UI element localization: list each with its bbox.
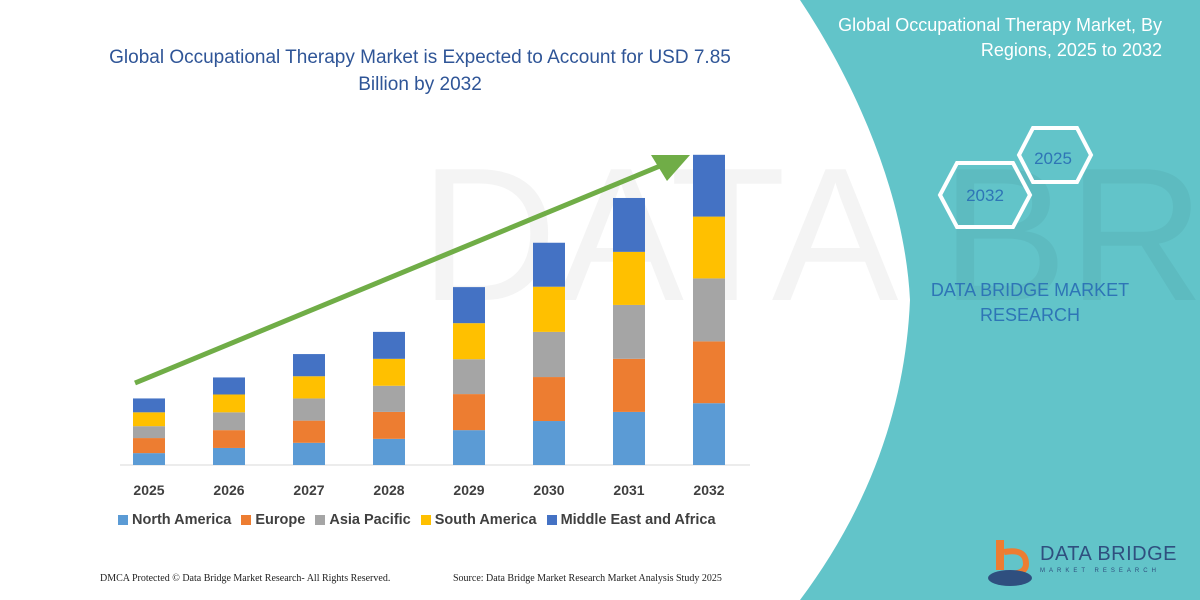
logo-icon bbox=[988, 540, 1032, 586]
legend-label: South America bbox=[434, 512, 537, 528]
hexagon-2032 bbox=[937, 161, 1033, 229]
bar-2032-middle-east-and-africa bbox=[693, 154, 725, 217]
legend-label: Asia Pacific bbox=[329, 512, 411, 528]
x-tick-label: 2032 bbox=[693, 482, 724, 498]
bar-2027-north-america bbox=[293, 442, 325, 465]
bar-2025-south-america bbox=[133, 412, 165, 427]
logo-subtext: MARKET RESEARCH bbox=[1040, 568, 1160, 574]
chart-legend: North America Europe Asia Pacific South Ame… bbox=[118, 512, 716, 528]
trend-arrow-head bbox=[651, 155, 690, 181]
bar-2030-middle-east-and-africa bbox=[533, 242, 565, 287]
bar-2032-north-america bbox=[693, 403, 725, 465]
side-panel-shape bbox=[800, 0, 1200, 600]
bar-2028-middle-east-and-africa bbox=[373, 331, 405, 359]
hex-label-2025: 2025 bbox=[1034, 149, 1072, 168]
legend-swatch bbox=[420, 515, 431, 525]
bar-2028-north-america bbox=[373, 438, 405, 465]
legend-item: Middle East and Africa bbox=[546, 512, 716, 528]
hex-label-2032: 2032 bbox=[966, 186, 1004, 205]
bar-2029-south-america bbox=[453, 323, 485, 360]
x-tick-label: 2030 bbox=[533, 482, 564, 498]
legend-label: Europe bbox=[255, 512, 306, 528]
legend-item: Europe bbox=[241, 512, 305, 528]
x-tick-label: 2028 bbox=[373, 482, 404, 498]
legend-item: South America bbox=[420, 512, 537, 528]
stacked-bar-chart: 2025 2026 2027 2028 2029 2030 2031 2032 bbox=[120, 154, 750, 498]
bar-2032-europe bbox=[693, 341, 725, 404]
bar-2025-north-america bbox=[133, 453, 165, 465]
bar-2031-asia-pacific bbox=[613, 304, 645, 359]
x-tick-label: 2026 bbox=[213, 482, 244, 498]
bar-2030-europe bbox=[533, 377, 565, 422]
x-tick-label: 2027 bbox=[293, 482, 324, 498]
bar-2026-europe bbox=[213, 430, 245, 448]
bar-2026-south-america bbox=[213, 394, 245, 413]
bar-2032-south-america bbox=[693, 216, 725, 279]
x-tick-label: 2029 bbox=[453, 482, 484, 498]
bar-2031-europe bbox=[613, 358, 645, 412]
bar-2032-asia-pacific bbox=[693, 278, 725, 342]
logo-text: DATA BRIDGE bbox=[1040, 543, 1178, 565]
bar-2029-asia-pacific bbox=[453, 359, 485, 395]
company-name: DATA BRIDGE MARKET RESEARCH bbox=[930, 280, 1130, 325]
bar-2029-europe bbox=[453, 394, 485, 431]
side-panel-title: Global Occupational Therapy Market, By R… bbox=[838, 15, 1162, 60]
legend-swatch bbox=[241, 515, 252, 525]
page-title: Global Occupational Therapy Market is Ex… bbox=[109, 47, 731, 95]
bar-2025-europe bbox=[133, 438, 165, 454]
x-tick-label: 2025 bbox=[133, 482, 164, 498]
bar-2028-asia-pacific bbox=[373, 385, 405, 412]
footer-copyright: DMCA Protected © Data Bridge Market Rese… bbox=[100, 573, 391, 584]
bar-2031-middle-east-and-africa bbox=[613, 197, 645, 252]
bar-2027-asia-pacific bbox=[293, 398, 325, 421]
bar-2028-europe bbox=[373, 411, 405, 439]
bar-2025-asia-pacific bbox=[133, 426, 165, 439]
legend-item: Asia Pacific bbox=[315, 512, 411, 528]
legend-label: Middle East and Africa bbox=[560, 512, 716, 528]
bar-2030-south-america bbox=[533, 286, 565, 332]
bar-2030-north-america bbox=[533, 421, 565, 465]
x-tick-label: 2031 bbox=[613, 482, 644, 498]
bar-2029-middle-east-and-africa bbox=[453, 287, 485, 324]
bar-2026-asia-pacific bbox=[213, 412, 245, 431]
trend-arrow-line bbox=[134, 163, 661, 386]
bar-2029-north-america bbox=[453, 430, 485, 465]
bar-2031-south-america bbox=[613, 251, 645, 305]
bar-2026-north-america bbox=[213, 447, 245, 465]
legend-swatch bbox=[315, 515, 326, 525]
legend-swatch bbox=[118, 515, 128, 525]
bar-2025-middle-east-and-africa bbox=[133, 398, 165, 413]
footer-source: Source: Data Bridge Market Research Mark… bbox=[453, 573, 722, 584]
bar-2026-middle-east-and-africa bbox=[213, 377, 245, 395]
legend-item: North America bbox=[118, 512, 231, 528]
bar-2028-south-america bbox=[373, 358, 405, 386]
hexagon-2025 bbox=[1016, 126, 1094, 184]
bar-2031-north-america bbox=[613, 411, 645, 465]
legend-swatch bbox=[546, 515, 557, 525]
bar-2030-asia-pacific bbox=[533, 331, 565, 378]
legend-label: North America bbox=[132, 512, 232, 528]
bar-2027-europe bbox=[293, 420, 325, 443]
bar-2027-south-america bbox=[293, 376, 325, 399]
bar-2027-middle-east-and-africa bbox=[293, 354, 325, 377]
